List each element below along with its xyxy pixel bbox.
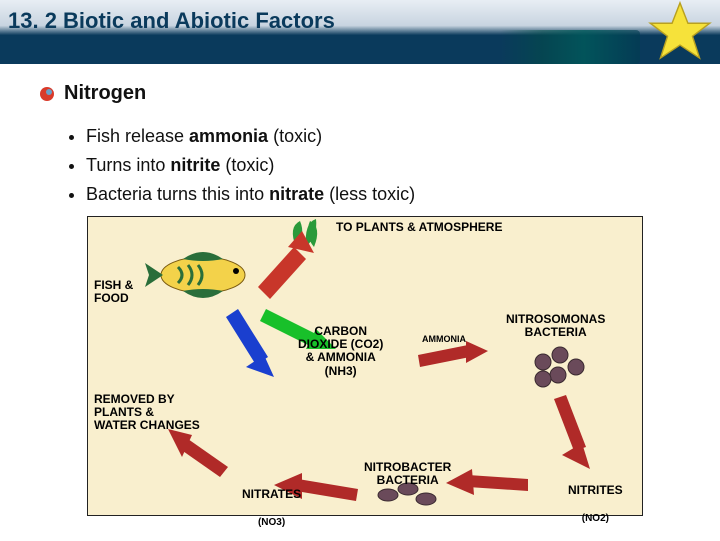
label-nitrosomonas: NITROSOMONAS BACTERIA xyxy=(506,313,605,339)
arrow-icon xyxy=(258,247,306,299)
arrow-icon xyxy=(418,345,470,367)
label-text: NITRATES xyxy=(242,487,301,501)
label-text: (NO3) xyxy=(258,517,285,528)
section-heading-row: Nitrogen xyxy=(40,82,690,105)
bullet-text: (toxic) xyxy=(220,155,274,175)
label-plants-atmosphere: TO PLANTS & ATMOSPHERE xyxy=(336,221,502,234)
slide-content: Nitrogen Fish release ammonia (toxic) Tu… xyxy=(0,64,720,516)
label-nitrites: NITRITES (NO2) xyxy=(548,471,623,537)
label-ammonia-small: AMMONIA xyxy=(422,335,466,345)
arrow-icon xyxy=(468,475,528,491)
fish-icon xyxy=(145,252,245,298)
label-co2-ammonia: CARBON DIOXIDE (CO2) & AMMONIA (NH3) xyxy=(298,325,383,378)
label-text: NITRITES xyxy=(568,483,623,497)
bullet-bold: nitrate xyxy=(269,184,324,204)
label-nitrates: NITRATES (NO3) xyxy=(222,475,301,541)
label-fish-food: FISH & FOOD xyxy=(94,279,133,305)
label-removed: REMOVED BY PLANTS & WATER CHANGES xyxy=(94,393,200,433)
bullet-text: (toxic) xyxy=(268,126,322,146)
section-title: Nitrogen xyxy=(64,82,146,105)
section-bullet-icon xyxy=(40,87,54,101)
bullet-item: Fish release ammonia (toxic) xyxy=(86,123,690,150)
label-text: (NO2) xyxy=(582,513,609,524)
bullet-list: Fish release ammonia (toxic) Turns into … xyxy=(86,123,690,208)
bullet-item: Bacteria turns this into nitrate (less t… xyxy=(86,181,690,208)
bullet-item: Turns into nitrite (toxic) xyxy=(86,152,690,179)
header-accent xyxy=(500,30,640,64)
arrow-icon xyxy=(554,395,586,451)
nitrogen-cycle-diagram: TO PLANTS & ATMOSPHERE FISH & FOOD CARBO… xyxy=(87,216,643,516)
bullet-text: (less toxic) xyxy=(324,184,415,204)
label-nitrobacter: NITROBACTER BACTERIA xyxy=(364,461,451,487)
arrow-icon xyxy=(296,479,358,501)
bullet-text: Turns into xyxy=(86,155,170,175)
arrow-icon xyxy=(466,341,488,363)
bullet-bold: nitrite xyxy=(170,155,220,175)
star-icon xyxy=(646,0,714,68)
slide-header: 13. 2 Biotic and Abiotic Factors xyxy=(0,0,720,64)
bullet-bold: ammonia xyxy=(189,126,268,146)
bacteria-icon xyxy=(535,347,584,387)
bullet-text: Bacteria turns this into xyxy=(86,184,269,204)
arrow-icon xyxy=(246,355,274,377)
slide-title: 13. 2 Biotic and Abiotic Factors xyxy=(8,8,335,34)
bullet-text: Fish release xyxy=(86,126,189,146)
